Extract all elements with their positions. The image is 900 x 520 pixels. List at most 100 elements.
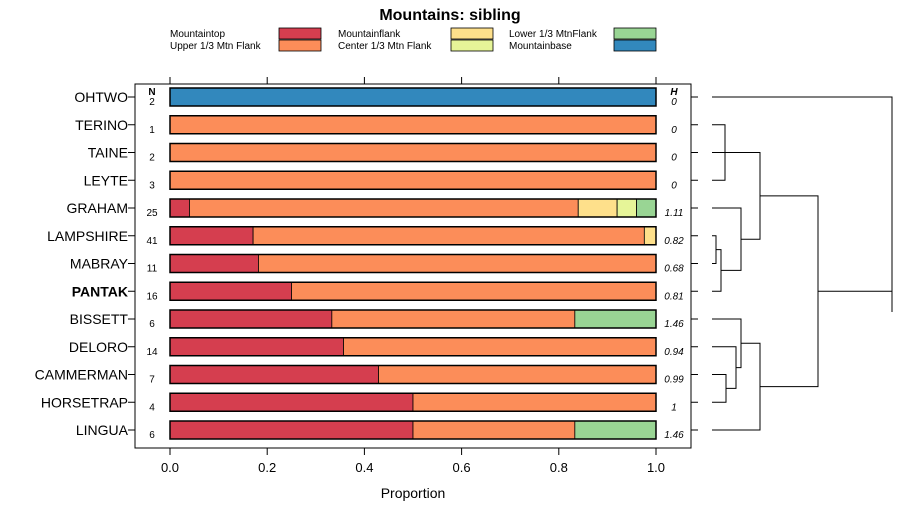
bar-segment	[643, 226, 657, 246]
h-value: 0.82	[664, 236, 684, 247]
chart-title: Mountains: sibling	[379, 7, 520, 24]
legend-swatch-mountainbase	[613, 39, 657, 52]
bar-outline	[169, 337, 657, 357]
dendrogram-branch	[712, 346, 737, 389]
legend-swatch-mountaintop	[278, 27, 322, 40]
dendrogram-branch	[818, 97, 893, 292]
bar-segment	[169, 170, 657, 190]
h-column-header: H	[670, 87, 678, 98]
bar-segment	[636, 198, 657, 218]
row-label: PANTAK	[72, 283, 128, 299]
bar-segment	[169, 254, 259, 273]
legend-swatch-center-1-3-mtn-flank	[450, 39, 494, 52]
n-value: 16	[146, 291, 158, 302]
h-value: 1.11	[665, 208, 684, 219]
row-label: LINGUA	[76, 422, 129, 438]
dendrogram	[712, 96, 893, 431]
x-tick-label: 0.6	[453, 460, 471, 475]
row-label: OHTWO	[74, 89, 128, 105]
bar-segment	[169, 365, 379, 384]
bar-segment	[258, 254, 657, 273]
bar-segment	[343, 337, 657, 357]
legend-label-upper-1-3-mtn-flank: Upper 1/3 Mtn Flank	[170, 41, 262, 52]
row-label: GRAHAM	[67, 200, 128, 216]
row-label: TERINO	[75, 117, 128, 133]
bar-segment	[616, 198, 637, 218]
dendrogram-branch	[760, 195, 819, 388]
legend-label-mountaintop: Mountaintop	[170, 29, 225, 40]
h-value: 1	[671, 402, 677, 413]
n-value: 2	[149, 97, 155, 108]
row-label: LEYTE	[84, 172, 128, 188]
n-value: 11	[147, 264, 158, 275]
bar-segment	[574, 309, 657, 329]
bar-segment	[574, 420, 657, 440]
bar-outline	[169, 253, 657, 274]
bar-outline	[169, 87, 657, 107]
row-label: MABRAY	[70, 256, 129, 272]
h-value: 1.46	[664, 319, 684, 330]
legend-label-lower-1-3-mtnflank: Lower 1/3 MtnFlank	[509, 29, 598, 40]
dendrogram-branch	[712, 374, 727, 403]
dendrogram-branch	[712, 235, 717, 264]
bar-segment	[169, 337, 344, 357]
bar-outline	[169, 198, 657, 218]
bar-segment	[169, 309, 333, 329]
x-axis-title: Proportion	[381, 485, 446, 501]
bar-segment	[169, 87, 657, 107]
legend-label-mountainbase: Mountainbase	[509, 41, 572, 52]
bar-outline	[169, 142, 657, 163]
h-value: 0	[671, 180, 677, 191]
bar-segment	[169, 281, 292, 301]
bar-outline	[169, 115, 657, 135]
bar-segment	[378, 365, 657, 384]
dendrogram-branch	[725, 152, 761, 240]
bar-segment	[169, 115, 657, 135]
bar-segment	[169, 198, 190, 218]
h-value: 0.68	[664, 264, 684, 275]
n-value: 1	[149, 125, 155, 136]
h-value: 0.81	[664, 291, 683, 302]
n-value: 14	[146, 347, 158, 358]
bar-outline	[169, 420, 657, 440]
n-column-header: N	[148, 87, 155, 98]
bar-segment	[412, 392, 657, 412]
bar-segment	[291, 281, 657, 301]
row-label: BISSETT	[70, 311, 129, 327]
bar-segment	[331, 309, 576, 329]
n-value: 2	[149, 153, 155, 164]
legend-swatch-lower-1-3-mtnflank	[613, 27, 657, 40]
row-label: CAMMERMAN	[35, 367, 128, 383]
legend-swatch-upper-1-3-mtn-flank	[278, 39, 322, 52]
dendrogram-branch	[712, 96, 893, 312]
n-value: 6	[149, 430, 155, 441]
bar-segment	[169, 392, 414, 412]
x-tick-label: 0.0	[161, 460, 179, 475]
bar-segment	[169, 226, 254, 246]
bar-segment	[169, 420, 414, 440]
n-value: 3	[149, 180, 155, 191]
bar-outline	[169, 392, 657, 412]
bar-outline	[169, 281, 657, 301]
bar-segment	[252, 226, 645, 246]
bar-segment	[412, 420, 576, 440]
n-value: 6	[149, 319, 155, 330]
row-label: HORSETRAP	[41, 394, 128, 410]
bar-outline	[169, 170, 657, 190]
h-value: 0.99	[664, 375, 684, 386]
rows: OHTWO 2 0 TERINO 1 0 TAINE 2 0 LEYTE 3 0 GRAHAM 25 1.1…	[35, 87, 698, 441]
h-value: 0	[671, 153, 677, 164]
row-label: LAMPSHIRE	[47, 228, 128, 244]
dendrogram-branch	[712, 318, 742, 369]
h-value: 1.46	[664, 430, 684, 441]
top-axis-ticks	[169, 77, 657, 84]
legend-label-mountainflank: Mountainflank	[338, 29, 401, 40]
legend-label-center-1-3-mtn-flank: Center 1/3 Mtn Flank	[338, 41, 432, 52]
plot-frame	[134, 83, 692, 449]
legend-swatch-mountainflank	[450, 27, 494, 40]
bar-outline	[169, 364, 657, 385]
row-label: TAINE	[88, 145, 128, 161]
bar-outline	[169, 226, 657, 246]
bar-segment	[189, 198, 579, 218]
